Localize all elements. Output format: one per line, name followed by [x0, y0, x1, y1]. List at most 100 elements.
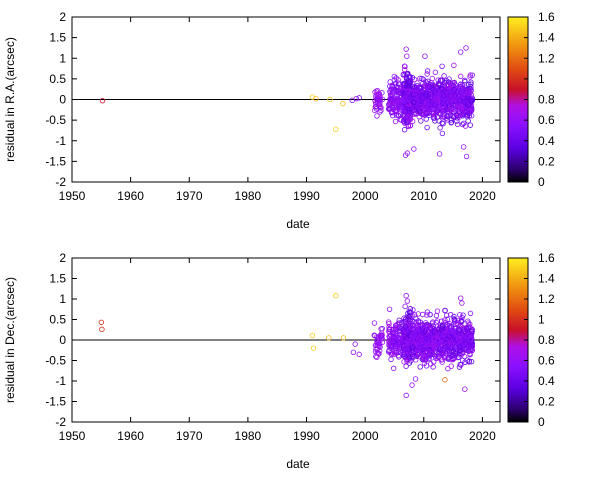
data-point	[447, 103, 454, 110]
data-point	[333, 293, 339, 299]
data-point	[395, 77, 401, 83]
y-axis-label: residual in Dec.(arcsec)	[3, 277, 17, 403]
colorbar-tick-label: 1.6	[538, 10, 555, 24]
data-point	[401, 330, 407, 337]
colorbar-tick-label: 0.2	[538, 395, 555, 409]
data-point	[417, 335, 423, 341]
data-point	[378, 333, 385, 339]
data-point	[461, 328, 468, 334]
data-point	[327, 96, 333, 103]
data-point	[378, 330, 385, 336]
y-tick-label: 2	[59, 10, 66, 24]
data-point	[350, 349, 357, 355]
data-point	[457, 344, 463, 350]
data-point	[417, 75, 423, 81]
data-point	[411, 146, 417, 152]
data-point	[313, 95, 319, 102]
x-tick-label: 1990	[293, 429, 320, 443]
colorbar-tick-label: 1.4	[538, 31, 555, 45]
data-point	[445, 102, 452, 108]
data-point	[465, 118, 471, 124]
data-point	[457, 83, 464, 90]
data-point	[465, 87, 472, 93]
data-point	[447, 328, 453, 334]
data-point	[352, 341, 358, 347]
data-point	[457, 93, 464, 99]
x-axis-label: date	[286, 457, 310, 471]
data-point	[460, 144, 467, 150]
colorbar-tick-label: 1.6	[538, 251, 555, 265]
x-tick-label: 2000	[352, 189, 379, 203]
data-point	[409, 75, 416, 81]
x-tick-label: 1950	[59, 189, 86, 203]
data-point	[403, 293, 409, 299]
data-point	[371, 332, 377, 338]
data-point	[458, 49, 464, 55]
data-point	[442, 317, 448, 323]
data-point	[356, 95, 362, 101]
colorbar-tick-label: 1	[538, 72, 545, 86]
x-tick-label: 1960	[117, 429, 144, 443]
data-point	[442, 110, 448, 116]
data-point	[443, 336, 450, 343]
data-point	[411, 351, 418, 357]
data-point	[454, 121, 461, 127]
data-point	[401, 82, 407, 88]
data-point	[373, 101, 379, 107]
data-point	[388, 86, 394, 92]
data-point	[465, 318, 471, 324]
data-point	[447, 325, 453, 331]
data-point	[372, 342, 379, 349]
data-point	[410, 307, 416, 313]
data-point	[447, 339, 454, 345]
data-point	[412, 376, 419, 382]
colorbar-tick-label: 1	[538, 313, 545, 327]
data-point	[439, 130, 446, 137]
data-point	[434, 97, 440, 104]
data-point	[439, 359, 445, 365]
data-point	[467, 72, 474, 78]
data-point	[455, 99, 461, 106]
data-point	[407, 309, 413, 316]
data-point	[455, 328, 462, 335]
data-point	[409, 345, 415, 351]
colorbar-tick-label: 0.6	[538, 354, 555, 368]
data-point	[424, 338, 430, 345]
data-point	[391, 349, 398, 355]
data-point	[457, 361, 463, 368]
data-point	[410, 99, 417, 106]
data-points	[98, 293, 476, 399]
data-point	[98, 319, 105, 326]
data-point	[372, 107, 378, 114]
colorbar: 0 0.2 0.4 0.6 0.8 1 1.2 1.4 1.6	[507, 251, 555, 429]
data-point	[424, 68, 431, 74]
data-point	[462, 344, 468, 350]
data-point	[460, 99, 466, 106]
data-point	[401, 127, 408, 133]
data-point	[395, 89, 402, 96]
data-point	[407, 122, 414, 129]
data-point	[446, 347, 452, 353]
data-point	[373, 353, 379, 360]
data-point	[392, 95, 398, 102]
data-point	[457, 323, 463, 330]
data-point	[387, 89, 394, 96]
data-point	[426, 325, 433, 331]
data-point	[445, 83, 451, 90]
x-axis-label: date	[286, 217, 310, 231]
data-point	[424, 71, 430, 77]
data-point	[451, 87, 457, 93]
data-point	[467, 74, 473, 80]
data-point	[424, 336, 430, 342]
data-point	[448, 363, 454, 369]
colorbar-tick-label: 1.4	[538, 272, 555, 286]
x-tick-label: 2020	[469, 189, 496, 203]
x-tick-label: 1950	[59, 429, 86, 443]
data-point	[464, 357, 471, 363]
data-point	[413, 325, 419, 331]
data-point	[461, 331, 468, 337]
data-point	[374, 96, 380, 102]
data-point	[401, 66, 408, 73]
data-point	[426, 99, 433, 106]
